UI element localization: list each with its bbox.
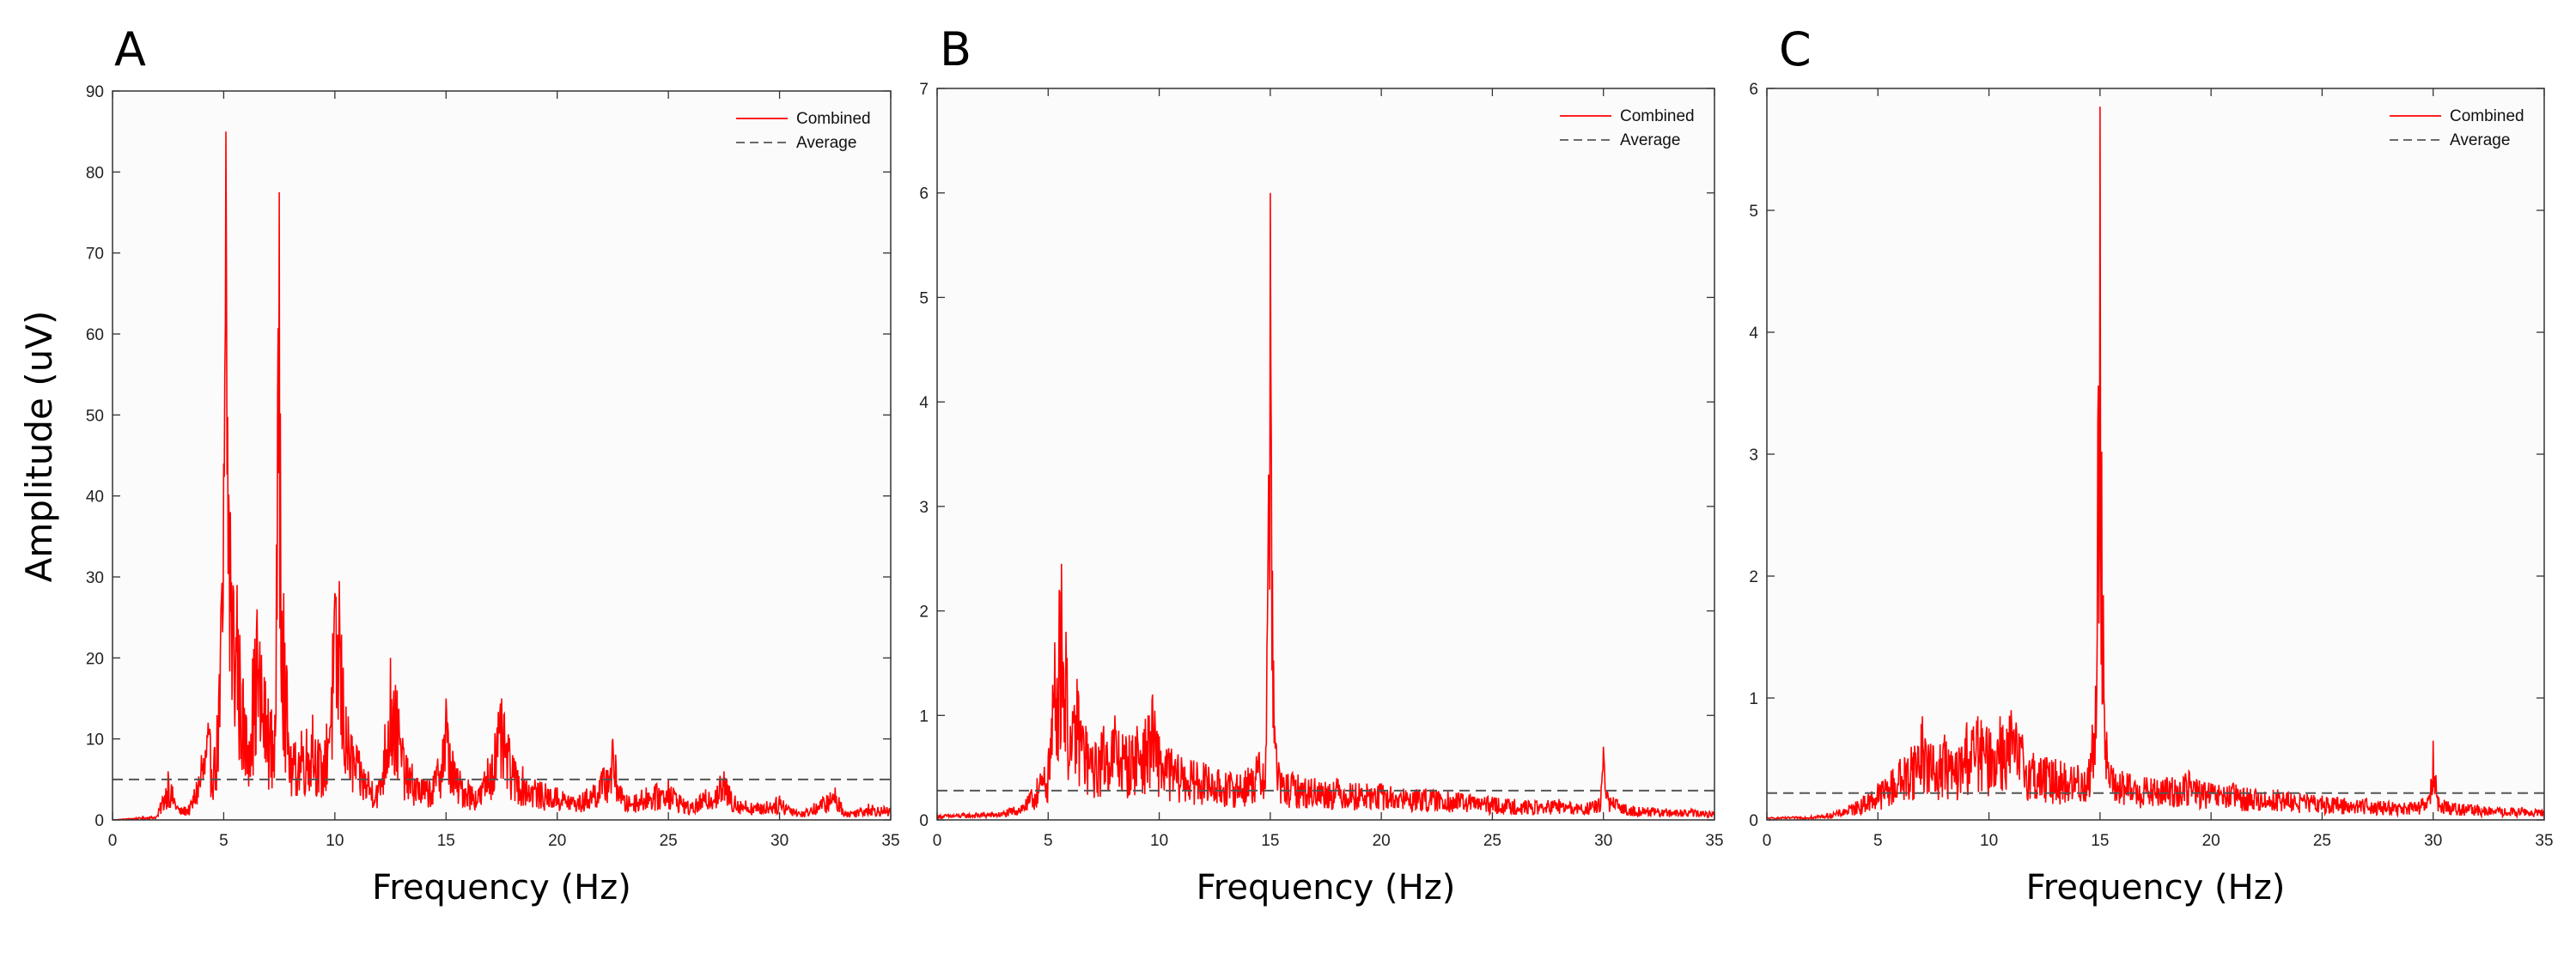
y-axis-label: Amplitude (uV) — [18, 311, 60, 583]
panel-letter: A — [114, 22, 146, 76]
y-tick-label: 2 — [1749, 568, 1758, 586]
x-tick-label: 35 — [1705, 832, 1723, 850]
x-tick-label: 10 — [326, 832, 344, 850]
y-tick-label: 1 — [1749, 690, 1758, 708]
axes-frame — [936, 88, 1715, 821]
x-axis-label: Frequency (Hz) — [1197, 868, 1456, 907]
axes-frame — [112, 90, 892, 821]
x-tick-label: 35 — [881, 832, 899, 850]
panel-letter: C — [1779, 22, 1812, 76]
y-tick-label: 7 — [919, 81, 929, 99]
y-tick-label: 0 — [94, 812, 104, 830]
x-tick-label: 15 — [2091, 832, 2109, 850]
legend-label-average: Average — [2450, 131, 2510, 149]
legend-label-average: Average — [1620, 131, 1680, 149]
x-tick-label: 5 — [219, 832, 228, 850]
y-tick-label: 4 — [919, 394, 929, 412]
y-tick-label: 70 — [86, 246, 104, 264]
plot-area — [937, 88, 1714, 820]
x-tick-label: 20 — [2202, 832, 2220, 850]
y-tick-label: 3 — [1749, 446, 1758, 464]
series-line-combined — [113, 131, 891, 820]
x-tick-label: 25 — [2313, 832, 2331, 850]
data-layer — [937, 192, 1714, 820]
series-line-combined — [937, 192, 1714, 820]
plot-area — [1767, 88, 2544, 820]
series-line-combined — [1767, 106, 2544, 820]
y-tick-label: 1 — [919, 707, 929, 725]
y-tick-label: 20 — [86, 650, 104, 668]
x-tick-label: 35 — [2535, 832, 2553, 850]
x-tick-label: 0 — [933, 832, 942, 850]
x-axis-label: Frequency (Hz) — [2026, 868, 2286, 907]
legend-label-combined: Combined — [2450, 107, 2524, 125]
x-tick-label: 25 — [660, 832, 678, 850]
x-axis-label: Frequency (Hz) — [372, 868, 631, 907]
y-tick-label: 0 — [919, 812, 929, 830]
y-tick-label: 30 — [86, 569, 104, 587]
legend-label-average: Average — [796, 134, 856, 152]
panel-letter: B — [940, 22, 971, 76]
y-tick-label: 5 — [919, 289, 929, 307]
x-tick-label: 25 — [1483, 832, 1501, 850]
y-tick-label: 5 — [1749, 203, 1758, 221]
data-layer — [1767, 106, 2544, 820]
y-tick-label: 10 — [86, 731, 104, 750]
panel-b: B 0 5 10 15 20 25 30 35 0 1 2 3 4 5 6 7 Frequency (Hz) Com… — [919, 22, 1723, 907]
y-tick-label: 2 — [919, 604, 929, 622]
data-layer — [113, 131, 891, 820]
x-tick-label: 5 — [1873, 832, 1883, 850]
y-tick-label: 6 — [919, 185, 929, 203]
x-tick-label: 0 — [1763, 832, 1772, 850]
y-tick-label: 40 — [86, 489, 104, 507]
x-tick-label: 30 — [770, 832, 789, 850]
x-tick-label: 15 — [437, 832, 455, 850]
legend-label-combined: Combined — [1620, 107, 1695, 125]
x-tick-label: 15 — [1261, 832, 1279, 850]
panel-a: A 0 5 10 15 20 25 30 35 0 10 20 30 40 50 60 70 80 90 Freque… — [86, 22, 900, 907]
y-tick-label: 4 — [1749, 325, 1758, 343]
y-tick-label: 60 — [86, 326, 104, 344]
legend-label-combined: Combined — [796, 110, 871, 128]
panel-c: C 0 5 10 15 20 25 30 35 0 1 2 3 4 5 6 Frequency (Hz) Comb… — [1749, 22, 2553, 907]
y-tick-label: 50 — [86, 407, 104, 425]
x-tick-label: 10 — [1150, 832, 1168, 850]
x-tick-label: 0 — [108, 832, 118, 850]
y-tick-label: 6 — [1749, 81, 1758, 99]
y-tick-label: 90 — [86, 83, 104, 101]
y-tick-label: 80 — [86, 164, 104, 182]
x-tick-label: 5 — [1044, 832, 1053, 850]
x-tick-label: 20 — [548, 832, 566, 850]
x-tick-label: 10 — [1980, 832, 1998, 850]
x-tick-label: 20 — [1373, 832, 1391, 850]
x-tick-label: 30 — [1594, 832, 1612, 850]
x-tick-label: 30 — [2424, 832, 2442, 850]
y-tick-label: 3 — [919, 499, 929, 517]
y-tick-label: 0 — [1749, 812, 1758, 830]
